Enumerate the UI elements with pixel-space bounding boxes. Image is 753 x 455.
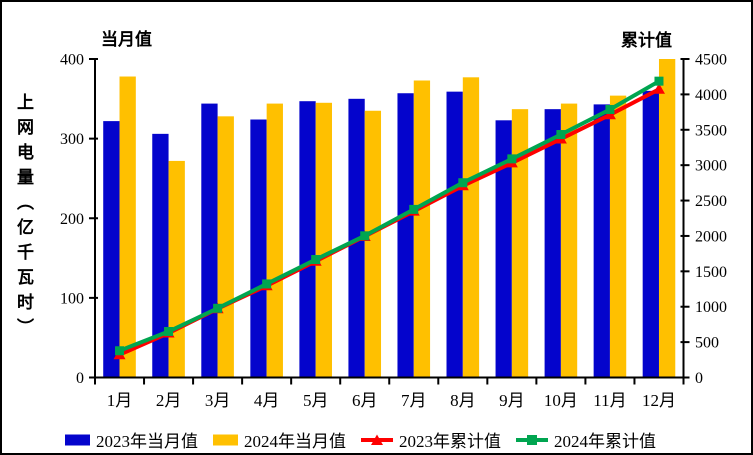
x-axis-category-label: 12月 <box>642 391 676 410</box>
marker-2024年累计值-10月 <box>556 130 566 140</box>
left-axis-tick-label: 200 <box>60 211 84 228</box>
right-axis-tick-label: 500 <box>695 335 719 352</box>
bar-2024年当月值-10月 <box>560 103 578 378</box>
legend-swatch-2024-monthly-icon <box>213 434 238 445</box>
legend-bar-swatch <box>65 434 90 445</box>
legend-item-2023-monthly: 2023年当月值 <box>65 427 198 452</box>
bar-2023年当月值-2月 <box>152 133 169 378</box>
x-axis-category-label: 6月 <box>352 391 378 410</box>
bar-2023年当月值-5月 <box>299 101 316 378</box>
bar-2024年当月值-2月 <box>168 160 185 378</box>
bar-2024年当月值-3月 <box>217 116 234 378</box>
line-2024年累计值 <box>118 79 660 353</box>
legend-label-2023-cumulative: 2023年累计值 <box>399 432 501 451</box>
bar-2024年当月值-9月 <box>511 109 529 378</box>
legend-square-marker <box>527 434 537 445</box>
bar-2023年当月值-10月 <box>544 109 561 378</box>
bar-2023年当月值-8月 <box>446 91 463 378</box>
bar-2023年当月值-4月 <box>250 119 267 378</box>
bar-2024年当月值-1月 <box>119 76 136 378</box>
x-axis-category-label: 1月 <box>107 391 133 410</box>
bar-2024年当月值-12月 <box>658 59 676 378</box>
bar-2024年当月值-4月 <box>266 103 283 378</box>
marker-2024年累计值-12月 <box>654 76 664 86</box>
bar-2024年当月值-6月 <box>364 110 382 378</box>
left-axis-tick-label: 0 <box>76 370 84 387</box>
marker-2024年累计值-2月 <box>164 326 174 336</box>
legend-item-2024-cumulative: 2024年累计值 <box>516 427 656 452</box>
left-axis-tick-label: 400 <box>60 52 84 69</box>
right-axis-tick-label: 2500 <box>695 193 727 210</box>
left-axis-title: 上网电量（亿千瓦时） <box>14 93 33 343</box>
bar-2023年当月值-9月 <box>495 120 512 378</box>
marker-2023年累计值-11月 <box>603 108 616 120</box>
legend: 2023年当月值 2024年当月值 2023年累计值 2024年累计值 <box>65 427 656 452</box>
x-axis-category-label: 7月 <box>401 391 427 410</box>
right-axis-tick-label: 2000 <box>695 228 727 245</box>
x-axis-category-label: 10月 <box>544 391 578 410</box>
marker-2024年累计值-7月 <box>409 204 419 214</box>
x-axis-category-label: 3月 <box>205 391 231 410</box>
left-axis-tick-label: 100 <box>60 290 84 307</box>
x-axis-category-label: 4月 <box>254 391 280 410</box>
bar-2023年当月值-3月 <box>201 103 218 378</box>
right-axis-header: 累计值 <box>621 31 672 50</box>
right-axis-tick-label: 4000 <box>695 87 727 104</box>
right-axis-tick-label: 1000 <box>695 299 727 316</box>
bar-2024年当月值-5月 <box>315 102 332 378</box>
legend-swatch-2023-cumulative-icon <box>361 434 393 445</box>
bar-2023年当月值-7月 <box>397 93 414 378</box>
marker-2024年累计值-3月 <box>213 303 223 313</box>
legend-item-2024-monthly: 2024年当月值 <box>213 427 346 452</box>
legend-label-2024-monthly: 2024年当月值 <box>244 432 346 451</box>
legend-swatch-2024-cumulative-icon <box>516 434 548 445</box>
bar-2024年当月值-8月 <box>462 77 480 378</box>
marker-2024年累计值-11月 <box>605 104 615 114</box>
legend-label-2024-cumulative: 2024年累计值 <box>554 432 656 451</box>
left-axis-header: 当月值 <box>101 30 152 49</box>
marker-2024年累计值-5月 <box>311 255 321 265</box>
bar-2023年当月值-11月 <box>593 104 610 378</box>
x-axis-category-label: 5月 <box>303 391 329 410</box>
marker-2024年累计值-4月 <box>262 279 272 289</box>
bar-2024年当月值-7月 <box>413 80 431 378</box>
marker-2024年累计值-6月 <box>360 231 370 241</box>
legend-item-2023-cumulative: 2023年累计值 <box>361 427 501 452</box>
bar-2023年当月值-12月 <box>642 90 659 378</box>
bar-2023年当月值-1月 <box>103 121 120 378</box>
legend-label-2023-monthly: 2023年当月值 <box>96 432 198 451</box>
right-axis-tick-label: 4500 <box>695 52 727 69</box>
legend-triangle-marker <box>371 434 383 445</box>
right-axis-tick-label: 3500 <box>695 122 727 139</box>
right-axis-tick-label: 3000 <box>695 158 727 175</box>
marker-2024年累计值-8月 <box>458 178 468 188</box>
right-axis-tick-label: 0 <box>695 370 703 387</box>
x-axis-category-label: 2月 <box>156 391 182 410</box>
x-axis-category-label: 9月 <box>499 391 525 410</box>
legend-swatch-2023-monthly-icon <box>65 434 90 445</box>
legend-bar-swatch <box>213 434 238 445</box>
right-axis-tick-label: 1500 <box>695 264 727 281</box>
x-axis-category-label: 8月 <box>450 391 476 410</box>
marker-2024年累计值-9月 <box>507 154 517 164</box>
marker-2023年累计值-12月 <box>652 83 665 94</box>
bar-2024年当月值-11月 <box>609 95 627 378</box>
marker-2024年累计值-1月 <box>115 346 125 356</box>
x-axis-category-label: 11月 <box>593 391 626 410</box>
left-axis-tick-label: 300 <box>60 131 84 148</box>
